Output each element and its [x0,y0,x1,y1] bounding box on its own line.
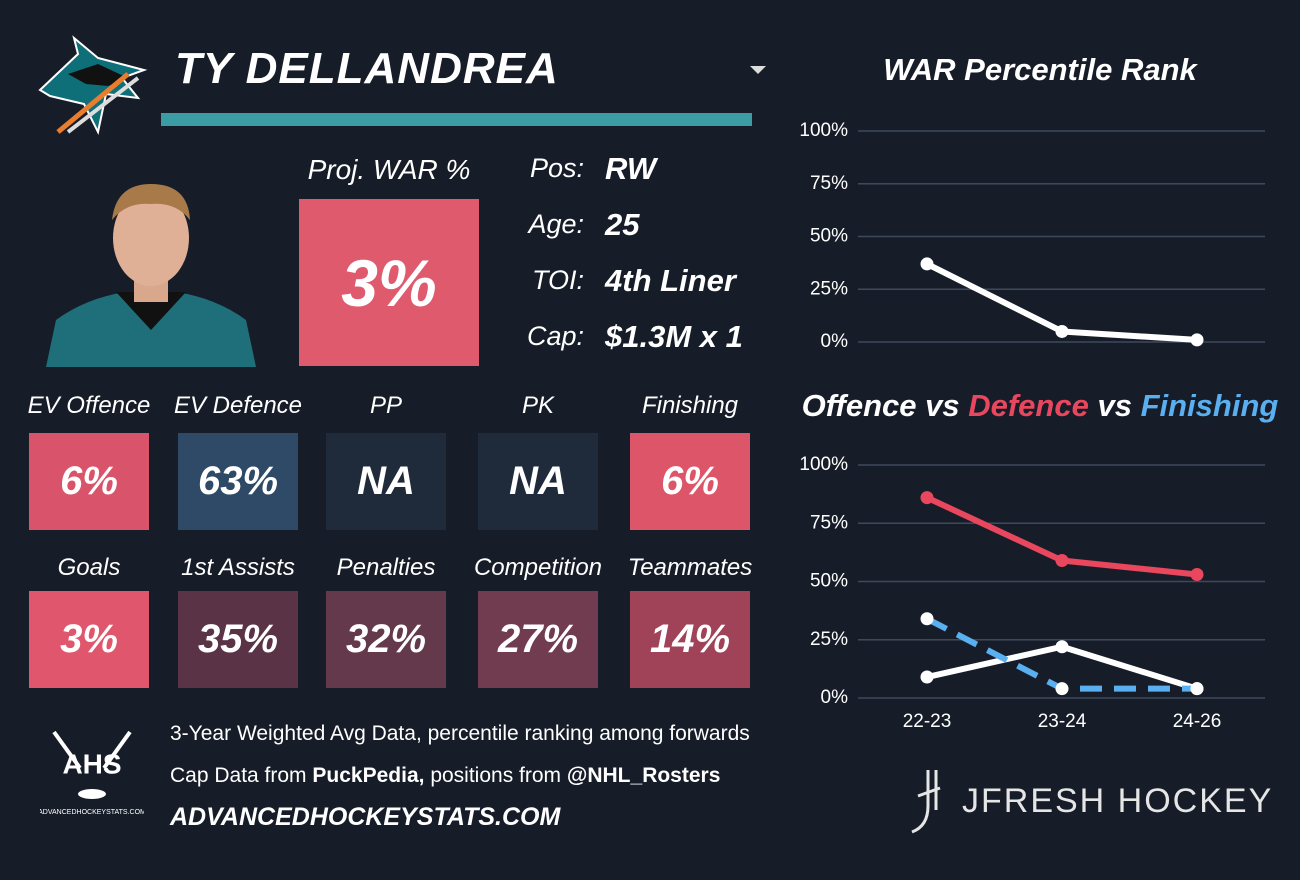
chart-title: Offence vs Defence vs Finishing [802,388,1279,423]
x-tick-label: 23-24 [1038,711,1087,732]
title-series: Offence [802,388,917,423]
title-series: Finishing [1141,388,1279,423]
credit-text: positions from [430,764,562,787]
data-point [1190,682,1204,696]
tile-label: EV Offence [27,392,151,419]
tile-label: Penalties [336,554,436,581]
y-tick-label: 100% [799,454,848,475]
title-connector: vs [1097,388,1131,423]
data-point [920,257,934,271]
y-tick-label: 25% [810,629,848,650]
x-tick-label: 24-26 [1173,711,1222,732]
info-value: 4th Liner [605,263,736,298]
team-logo [38,35,148,136]
footer-credits: Cap Data from PuckPedia, positions from … [170,764,720,788]
data-point [1055,324,1069,338]
stat-tile: 6% [29,433,149,530]
title-connector: vs [925,388,959,423]
data-point [920,491,934,505]
stat-tile: 3% [29,591,149,688]
jfresh-brand: JFRESH HOCKEY [962,782,1274,820]
stat-tile: NA [326,433,446,530]
info-label: Age: [528,209,584,239]
tile-label: PK [521,392,554,419]
tile-label: Competition [473,554,603,581]
chart-title: WAR Percentile Rank [883,52,1198,87]
data-point [1055,640,1069,654]
y-tick-label: 75% [810,173,848,194]
proj-war-label: Proj. WAR % [307,154,471,185]
ahs-logo: AHS ADVANCEDHOCKEYSTATS.COM [40,730,144,816]
data-point [1055,682,1069,696]
y-tick-label: 25% [810,278,848,299]
y-tick-label: 0% [821,331,849,352]
tile-label: Finishing [641,392,739,419]
y-tick-label: 50% [810,226,848,247]
y-tick-label: 75% [810,512,848,533]
site-url[interactable]: ADVANCEDHOCKEYSTATS.COM [170,803,561,831]
y-tick-label: 50% [810,571,848,592]
info-label: TOI: [531,265,584,295]
footer-note: 3-Year Weighted Avg Data, percentile ran… [170,722,750,745]
ahs-caption: ADVANCEDHOCKEYSTATS.COM [40,809,144,816]
data-point [1190,568,1204,582]
player-photo [46,184,256,367]
info-label: Pos: [529,153,584,183]
stat-tile: 27% [478,591,598,688]
info-label: Cap: [526,321,584,351]
tile-label: Goals [57,554,121,581]
stat-tile: 14% [630,591,750,688]
y-tick-label: 100% [799,120,848,141]
title-series: Defence [968,388,1089,423]
stat-tile: 35% [178,591,298,688]
info-value: $1.3M x 1 [605,319,743,354]
y-tick-label: 0% [821,687,849,708]
tile-label: Teammates [627,554,753,581]
tile-label: 1st Assists [181,554,295,581]
credit-text: Cap Data from [170,764,307,787]
dropdown-arrow[interactable] [750,66,766,74]
data-point [1055,554,1069,568]
tile-label: EV Defence [173,392,303,419]
credit-source: PuckPedia, [312,764,425,787]
stat-tile: 32% [326,591,446,688]
data-point [1190,333,1204,347]
ahs-logo-text: AHS [62,748,121,779]
stat-tile: 63% [178,433,298,530]
info-value: 25 [605,207,640,242]
tile-label: PP [369,392,402,419]
stat-tile: 6% [630,433,750,530]
proj-war-tile: 3% [299,199,479,366]
x-tick-label: 22-23 [903,711,952,732]
stat-tile: NA [478,433,598,530]
credit-source: @NHL_Rosters [566,764,721,787]
data-point [920,612,934,626]
jfresh-logo [911,770,941,834]
accent-bar [161,113,752,126]
player-name: TY DELLANDREA [175,44,559,93]
info-value: RW [605,151,657,186]
data-point [920,670,934,684]
